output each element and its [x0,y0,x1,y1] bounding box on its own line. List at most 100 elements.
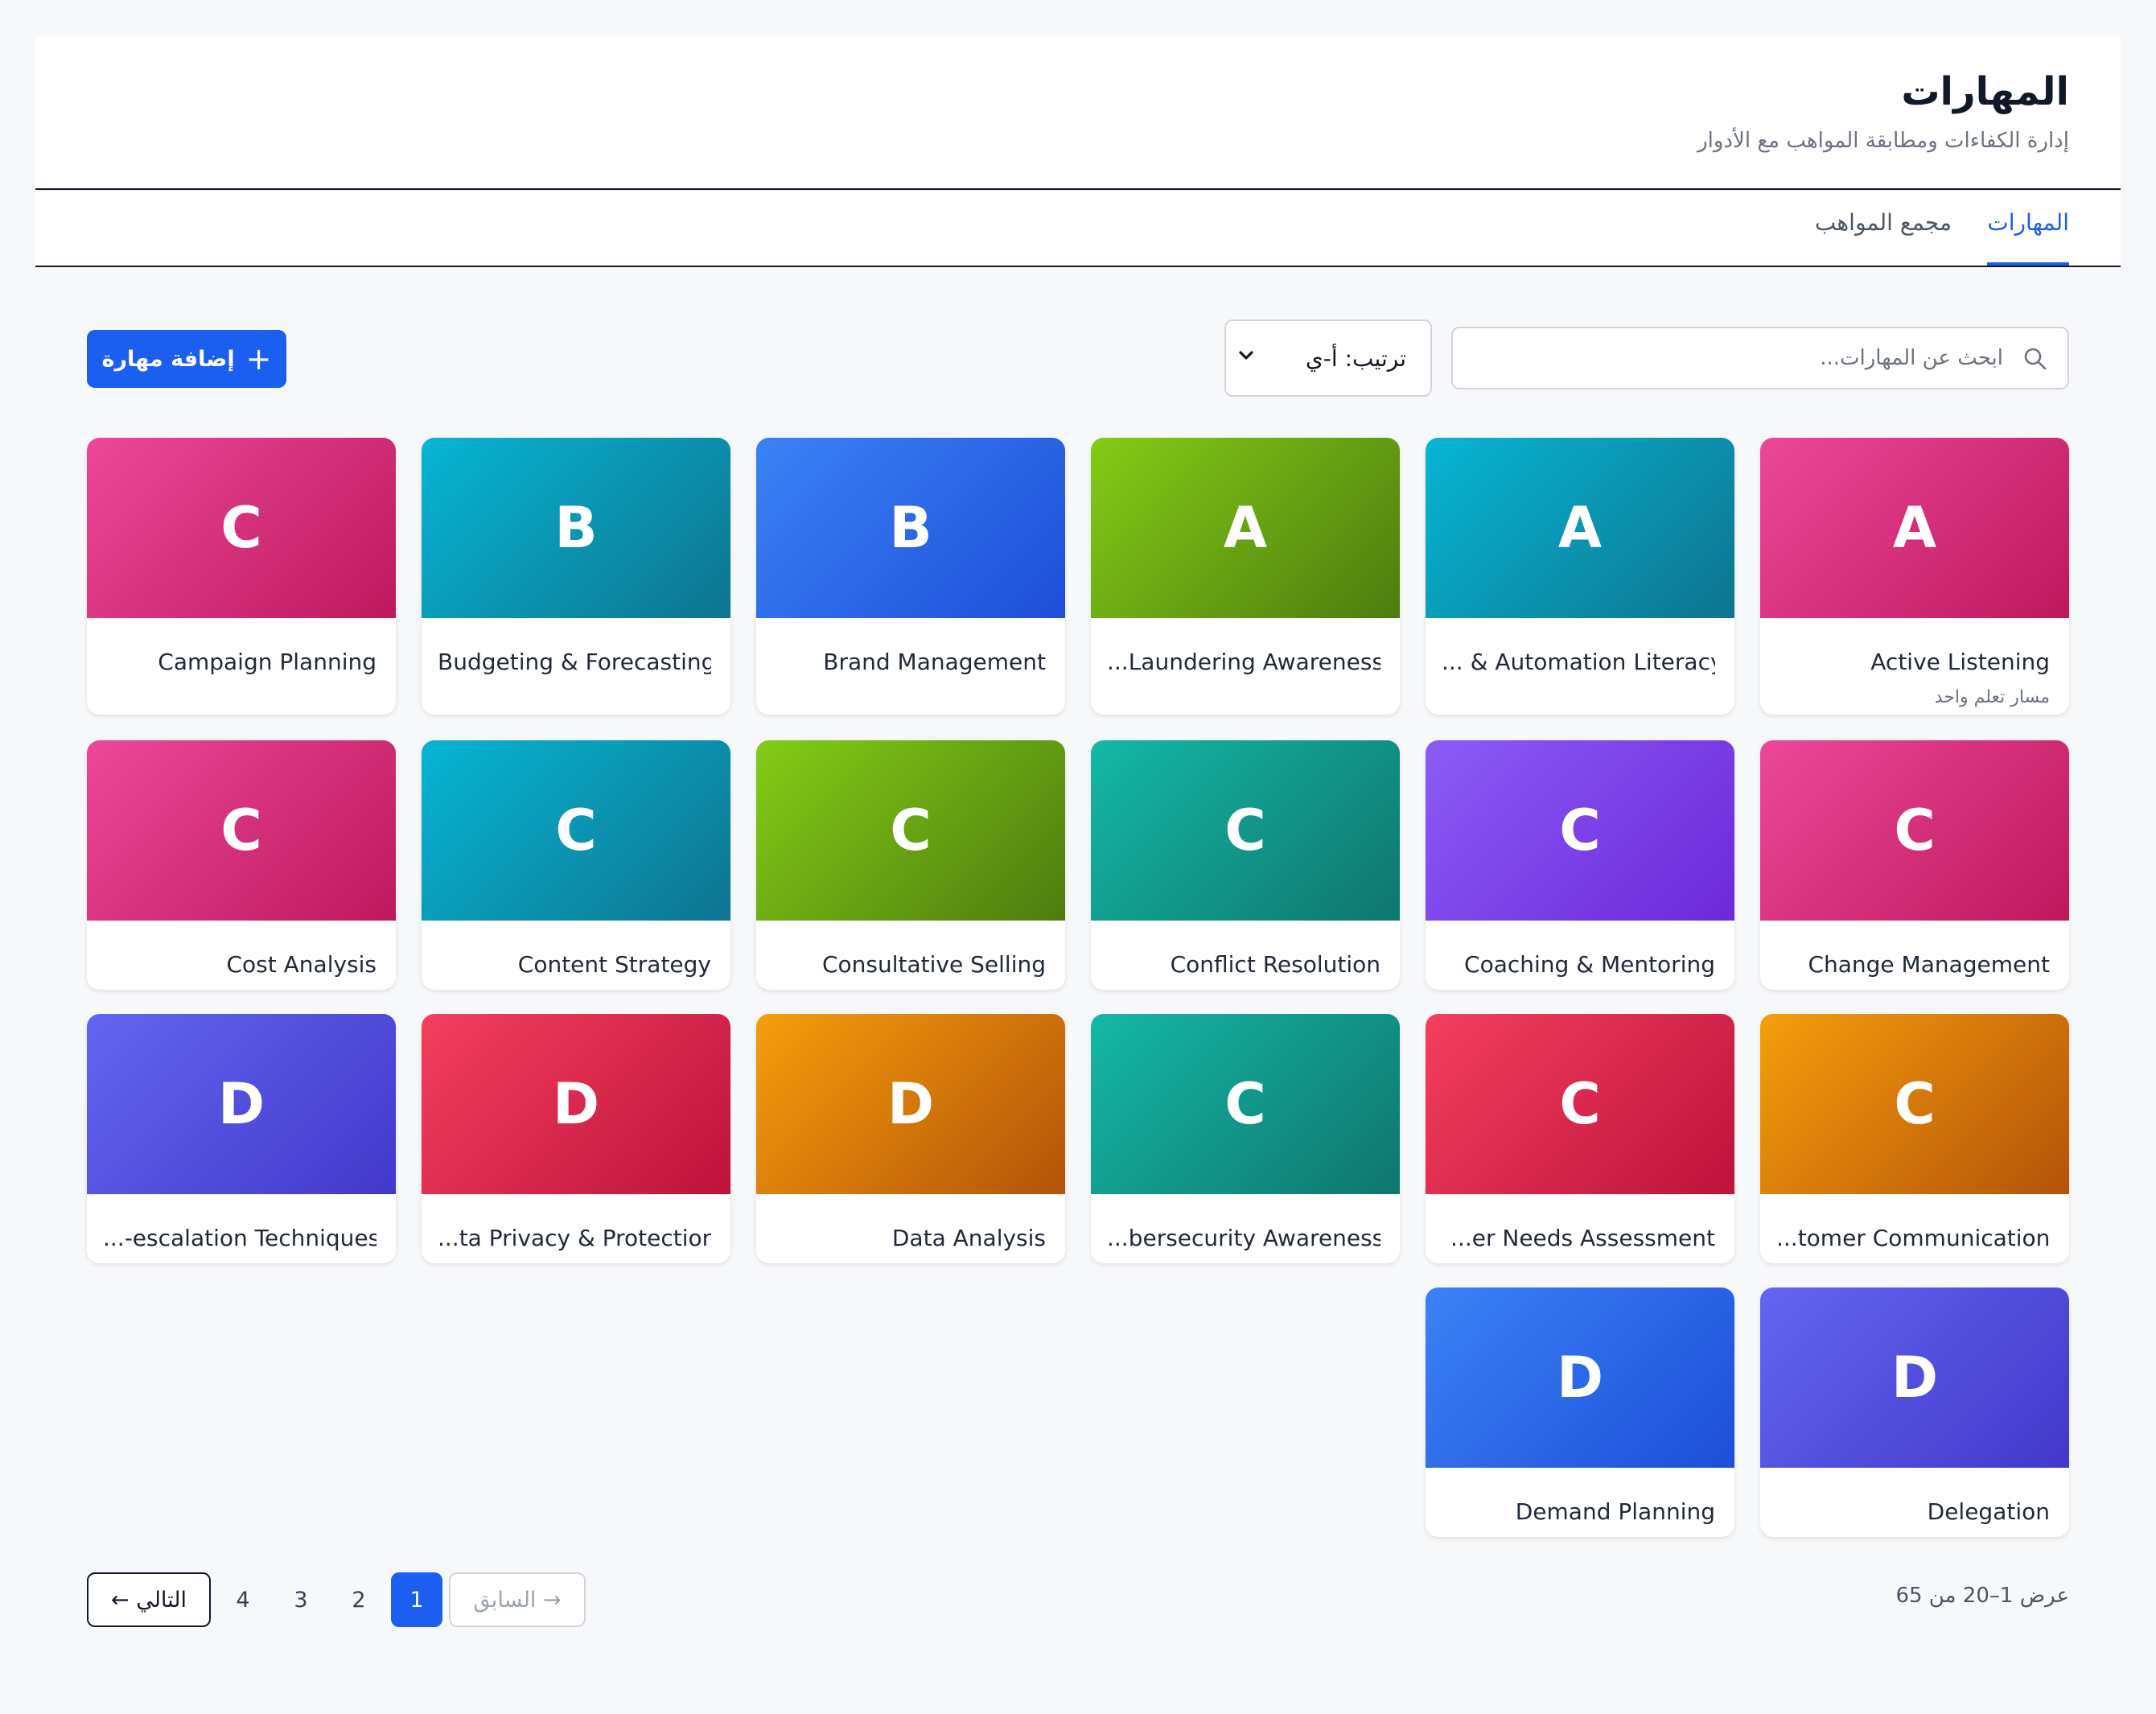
skill-thumbnail: D [1426,1288,1734,1468]
next-page-button[interactable]: التالي ← [87,1572,211,1627]
page-title: المهارات [1901,69,2069,114]
skill-card[interactable]: C ...bersecurity Awareness [1091,1014,1400,1263]
skill-title: Brand Management [823,649,1046,675]
skill-subtitle: مسار تعلم واحد [1934,687,2050,707]
tab-skills[interactable]: المهارات [1987,209,2069,266]
page-1-button[interactable]: 1 [391,1572,442,1627]
skill-initial: C [1894,1071,1936,1137]
skill-title: ... & Automation Literacy [1442,649,1715,675]
skill-thumbnail: A [1426,438,1734,618]
skill-card[interactable]: C Conflict Resolution [1091,740,1400,990]
add-skill-label: إضافة مهارة [101,346,235,372]
chevron-down-icon [1237,345,1255,369]
skill-thumbnail: C [1426,740,1734,921]
skill-card[interactable]: C Change Management [1760,740,2069,990]
skill-title: Change Management [1808,951,2050,978]
skill-title: Conflict Resolution [1170,951,1380,978]
skill-title: Active Listening [1870,649,2050,675]
skill-card[interactable]: A ... & Automation Literacy [1426,438,1734,715]
skill-title: ...bersecurity Awareness [1107,1225,1380,1251]
page-4-button[interactable]: 4 [236,1587,250,1613]
skill-initial: A [1892,495,1937,561]
skill-thumbnail: A [1760,438,2069,618]
skill-initial: D [1556,1345,1604,1411]
skill-card[interactable]: C Consultative Selling [756,740,1065,990]
skill-title: Content Strategy [517,951,711,978]
skill-card[interactable]: D Delegation [1760,1288,2069,1537]
sort-label: ترتيب: أ-ي [1305,345,1406,372]
page-2-button[interactable]: 2 [352,1587,366,1613]
skill-title: Consultative Selling [822,951,1046,978]
search-input[interactable] [1453,328,2008,388]
skill-thumbnail: D [756,1014,1065,1194]
skill-thumbnail: C [1760,740,2069,921]
skill-initial: C [555,797,597,863]
page-subtitle: إدارة الكفاءات ومطابقة المواهب مع الأدوا… [1697,129,2069,153]
skill-initial: A [1557,495,1603,561]
skill-card[interactable]: A ...Laundering Awareness [1091,438,1400,715]
skill-initial: C [1224,1071,1266,1137]
skill-thumbnail: A [1091,438,1400,618]
skill-title: ...ta Privacy & Protection [438,1225,711,1251]
pagination-info: عرض 1–20 من 65 [1895,1584,2069,1608]
skill-thumbnail: C [87,740,396,921]
skill-initial: D [1891,1345,1939,1411]
add-skill-button[interactable]: + إضافة مهارة [87,330,286,388]
page-3-button[interactable]: 3 [294,1587,308,1613]
skill-title: Campaign Planning [158,649,376,675]
skill-initial: A [1223,495,1268,561]
search-box [1451,327,2069,389]
skill-thumbnail: C [1760,1014,2069,1194]
skill-title: ...er Needs Assessment [1450,1225,1715,1251]
skill-thumbnail: C [756,740,1065,921]
skill-initial: D [217,1071,265,1137]
skill-initial: C [1559,1071,1601,1137]
previous-page-button[interactable]: → السابق [449,1572,586,1627]
skill-thumbnail: C [422,740,730,921]
tab-bar: المهارات مجمع المواهب [35,192,2121,267]
skill-card[interactable]: D Data Analysis [756,1014,1065,1263]
skill-title: ...-escalation Techniques [103,1225,376,1251]
skill-card[interactable]: C ...er Needs Assessment [1426,1014,1734,1263]
skill-initial: D [552,1071,600,1137]
skill-thumbnail: B [422,438,730,618]
skill-thumbnail: D [422,1014,730,1194]
skill-title: Data Analysis [891,1225,1046,1251]
skill-initial: B [554,495,598,561]
skill-initial: C [1559,797,1601,863]
skill-title: Coaching & Mentoring [1464,951,1715,978]
skill-initial: C [220,495,262,561]
skill-title: ...tomer Communication [1776,1225,2050,1251]
sort-select[interactable]: ترتيب: أ-ي [1224,319,1432,397]
skill-card[interactable]: C Coaching & Mentoring [1426,740,1734,990]
skill-title: Delegation [1927,1498,2050,1525]
skill-card[interactable]: D ...-escalation Techniques [87,1014,396,1263]
skill-title: ...Laundering Awareness [1107,649,1380,675]
skill-thumbnail: C [1091,740,1400,921]
skill-thumbnail: C [1426,1014,1734,1194]
skill-card[interactable]: D ...ta Privacy & Protection [422,1014,730,1263]
skill-initial: C [1224,797,1266,863]
skill-thumbnail: D [1760,1288,2069,1468]
skill-card[interactable]: C Content Strategy [422,740,730,990]
skill-card[interactable]: C Campaign Planning [87,438,396,715]
skill-card[interactable]: A Active Listening مسار تعلم واحد [1760,438,2069,715]
skill-initial: C [890,797,932,863]
skill-thumbnail: B [756,438,1065,618]
skill-card[interactable]: C Cost Analysis [87,740,396,990]
skill-initial: C [1894,797,1936,863]
skill-initial: B [889,495,932,561]
skill-title: Cost Analysis [226,951,376,978]
skill-card[interactable]: B Brand Management [756,438,1065,715]
skill-thumbnail: C [1091,1014,1400,1194]
skill-title: Demand Planning [1515,1498,1715,1525]
skill-card[interactable]: D Demand Planning [1426,1288,1734,1537]
skill-initial: D [887,1071,935,1137]
skill-thumbnail: C [87,438,396,618]
plus-icon: + [245,341,272,377]
skill-card[interactable]: B Budgeting & Forecasting [422,438,730,715]
page-header: المهارات إدارة الكفاءات ومطابقة المواهب … [35,35,2121,190]
tab-talent-pool[interactable]: مجمع المواهب [1814,209,1952,236]
search-icon [2022,346,2048,372]
skill-card[interactable]: C ...tomer Communication [1760,1014,2069,1263]
